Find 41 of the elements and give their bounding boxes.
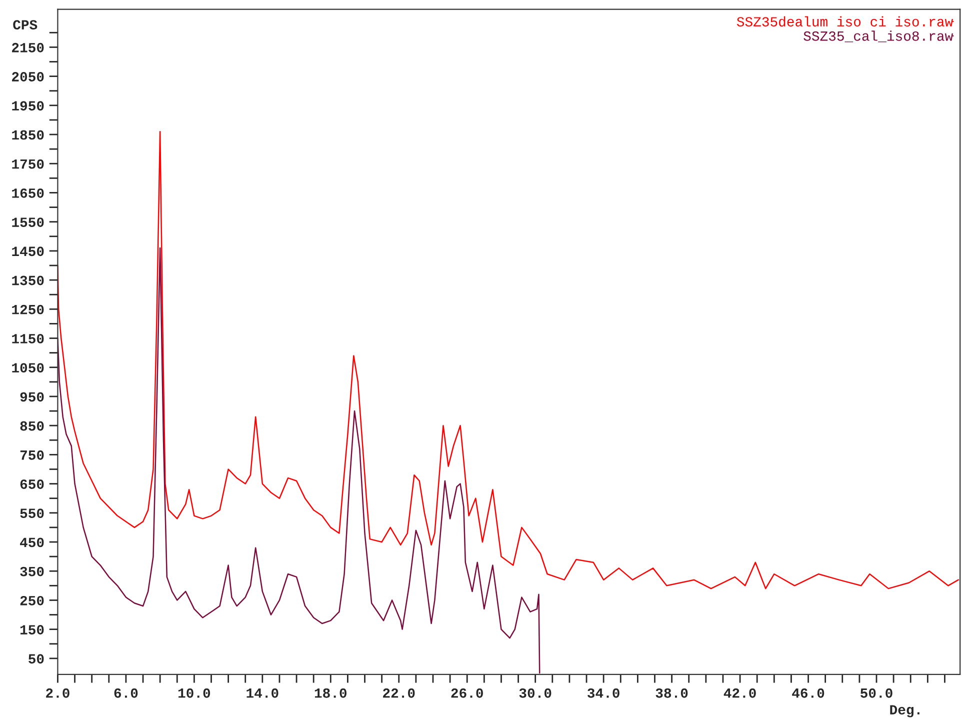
y-tick-label: 850 xyxy=(20,421,44,431)
y-tick-label: 450 xyxy=(20,538,44,548)
x-tick-label: 14.0 xyxy=(246,688,278,698)
y-axis-title: CPS xyxy=(13,20,38,30)
y-tick-label: 1950 xyxy=(12,101,44,111)
y-tick-label: 150 xyxy=(20,625,44,634)
x-tick-label: 46.0 xyxy=(792,688,824,698)
line-series xyxy=(58,130,959,590)
y-tick-label: 1850 xyxy=(12,130,44,140)
x-tick-label: 6.0 xyxy=(114,688,138,698)
y-tick-label: 2150 xyxy=(12,42,44,52)
y-tick-label: 250 xyxy=(20,596,44,606)
y-tick-label: 1250 xyxy=(12,304,44,314)
x-tick-label: 22.0 xyxy=(383,688,415,698)
x-tick-label: 26.0 xyxy=(451,688,483,698)
y-tick-label: 950 xyxy=(20,392,44,402)
y-tick-label: 1650 xyxy=(12,188,44,198)
x-tick-label: 30.0 xyxy=(519,688,552,698)
y-tick-label: 1150 xyxy=(12,334,44,344)
y-tick-label: 650 xyxy=(20,480,44,489)
y-tick-label: 1050 xyxy=(12,363,44,373)
legend-label: SSZ35dealum iso ci iso.raw xyxy=(736,16,953,27)
x-tick-label: 18.0 xyxy=(314,688,347,698)
legend-label: SSZ35_cal_iso8.raw xyxy=(804,30,953,42)
y-tick-label: 350 xyxy=(20,566,44,576)
x-tick-label: 38.0 xyxy=(656,688,688,698)
y-tick-label: 2050 xyxy=(12,72,44,82)
y-tick-label: 1350 xyxy=(12,276,44,286)
x-tick-label: 10.0 xyxy=(178,688,210,698)
x-tick-label: 34.0 xyxy=(588,688,620,698)
y-tick-label: 1450 xyxy=(12,246,44,256)
x-axis-title: Deg. xyxy=(890,705,920,718)
y-tick-label: 50 xyxy=(28,654,44,664)
x-tick-label: 50.0 xyxy=(860,688,892,698)
y-tick-label: 1550 xyxy=(12,218,44,227)
x-tick-label: 42.0 xyxy=(724,688,756,698)
y-tick-label: 750 xyxy=(20,450,44,460)
y-tick-label: 1750 xyxy=(12,159,44,169)
x-tick-label: 2.0 xyxy=(46,688,70,698)
y-tick-label: 550 xyxy=(20,508,44,518)
line-series xyxy=(58,247,540,674)
